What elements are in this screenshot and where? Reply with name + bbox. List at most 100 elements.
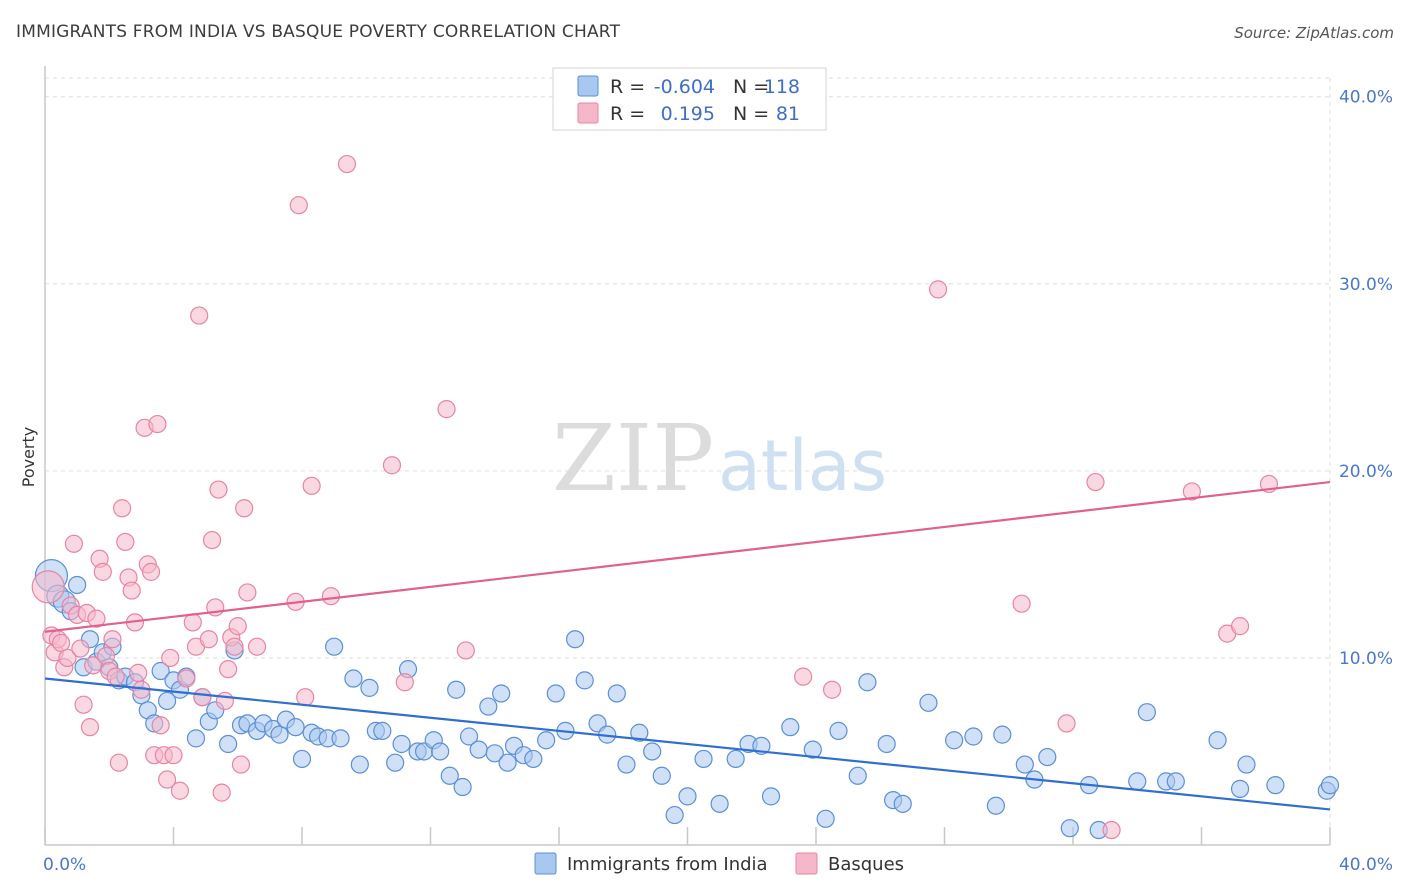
india-point [1320,776,1340,795]
india-point [344,669,363,688]
india-point [829,721,848,740]
legend-r-value-basque: 0.195 [661,103,715,125]
india-point [373,721,392,740]
basque-point [58,648,77,668]
india-point [325,637,344,656]
india-point [286,718,305,737]
india-point [964,727,983,746]
basque-point [80,718,100,737]
axes [44,66,1331,846]
india-point [1208,731,1227,750]
basque-point [395,673,414,692]
basque-point [64,534,84,553]
basque-point [235,499,254,518]
basque-trendline [44,480,1331,633]
basque-point [1012,594,1031,613]
india-point [537,731,556,750]
y-tick-label: 10.0% [1339,649,1393,669]
basque-point [1102,820,1121,840]
india-point [350,755,369,774]
basque-point [51,633,71,653]
bottom-legend-label-basque: Basques [828,854,904,875]
india-point [1166,772,1185,791]
india-point [945,731,964,750]
bottom-legend-swatch-basque [795,852,818,875]
legend-box: R = -0.604 N = 118 R = 0.195 N = 81 [552,67,827,131]
basque-point [129,663,148,682]
basque-point [219,660,238,679]
india-point [546,684,565,703]
basque-point [177,669,196,688]
basque-point [238,583,257,602]
india-point [848,766,867,785]
india-point [157,691,177,711]
india-point [459,727,479,746]
chart-title: IMMIGRANTS FROM INDIA VS BASQUE POVERTY … [16,22,621,42]
legend-r-value-india: -0.604 [654,76,715,98]
india-point [1266,776,1285,795]
india-point [617,755,636,774]
india-point [498,753,517,772]
basque-point [1182,482,1201,501]
india-point [761,787,781,806]
india-point [678,787,697,806]
basque-point [302,476,321,495]
india-point [1137,703,1156,722]
basque-point [96,646,116,666]
basque-point [164,746,183,765]
india-point [68,575,87,595]
india-point [485,744,504,763]
basque-point [157,770,177,789]
basque-point [296,688,315,707]
india-point [186,729,206,748]
india-point [1038,747,1057,767]
legend-n-label-india: N = [733,76,769,98]
y-tick-label: 20.0% [1339,462,1393,482]
india-point [877,734,896,754]
india-point [331,729,350,748]
basque-point [93,562,112,581]
legend-n-label-basque: N = [733,103,769,125]
india-point [1015,755,1034,774]
india-point [607,684,626,703]
basque-point [112,499,132,518]
basque-point [794,667,813,686]
india-point [643,742,662,761]
basque-point [212,783,231,802]
watermark: ZIP atlas [552,405,887,512]
basque-point [74,695,93,714]
india-point [919,693,938,712]
bottom-legend-label-india: Immigrants from India [567,854,768,875]
legend-swatch-basque [577,102,599,124]
basque-point [103,630,122,649]
x-tick-label: 40.0% [1339,855,1393,875]
india-point [986,796,1006,815]
india-point [479,697,498,716]
india-point [292,749,312,769]
basque-point [1230,617,1250,636]
basque-point [190,306,209,325]
basque-point [122,581,141,600]
india-point [453,777,472,797]
legend-r-label-basque: R = [610,103,645,125]
india-point [270,725,289,744]
legend-swatch-india [577,75,599,97]
legend-r-label-india: R = [610,76,645,98]
basque-point [231,755,251,774]
india-point [469,740,488,759]
india-point [858,673,877,692]
basque-point [116,532,135,552]
bottom-legend-swatch-india [534,852,557,875]
india-point [492,684,511,703]
legend-n-value-basque: 81 [776,103,800,125]
basque-point [148,414,167,434]
basque-point [209,480,228,499]
basque-point [215,691,234,711]
basque-point [202,530,222,550]
india-point [431,742,450,761]
basque-point [151,716,170,735]
y-axis-label: Poverty [19,427,38,488]
india-point [803,740,822,759]
basque-point [183,613,202,632]
